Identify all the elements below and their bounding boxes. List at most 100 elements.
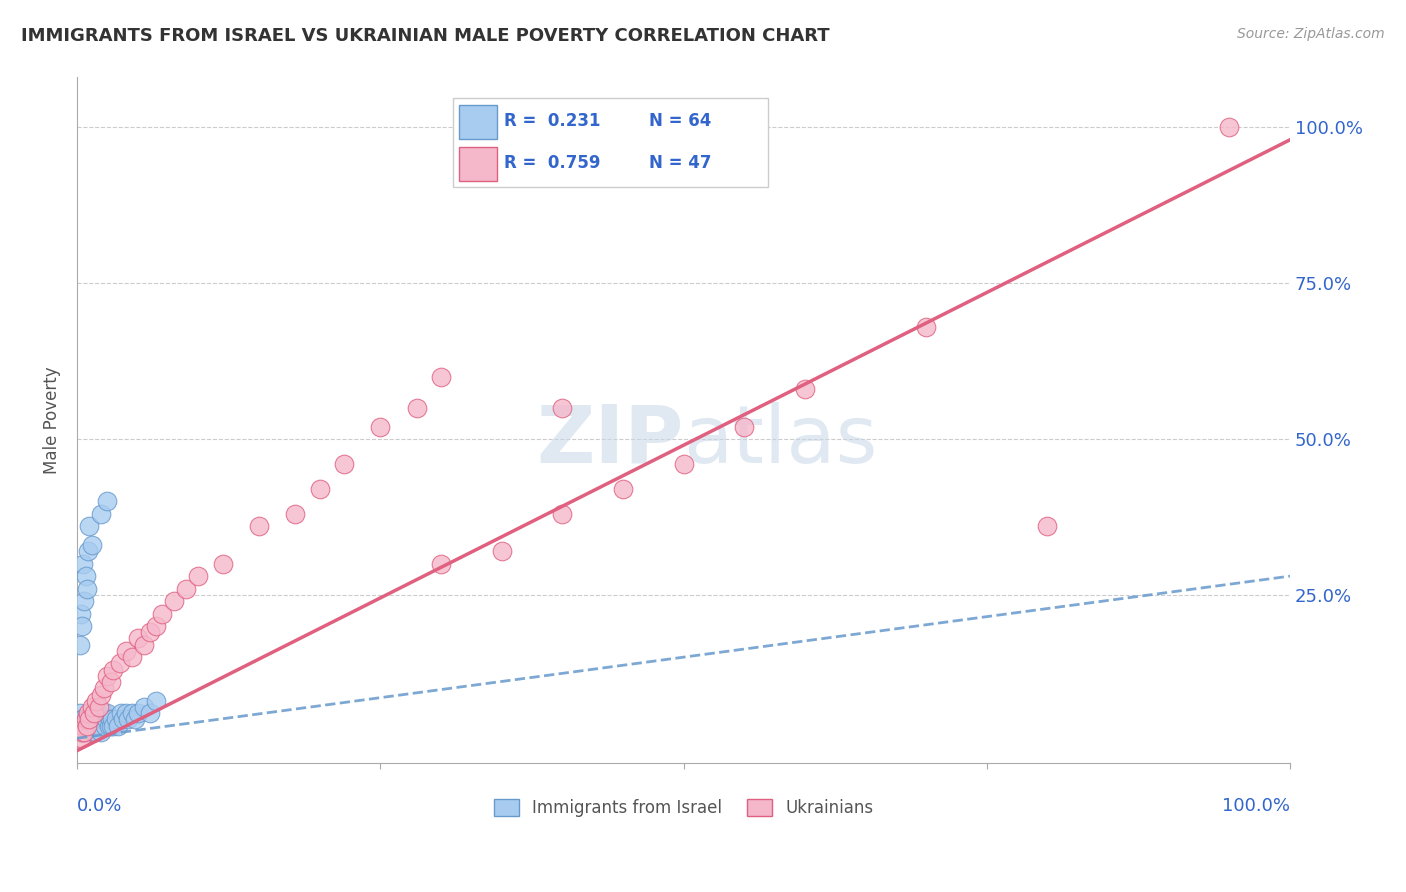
Point xyxy=(100,719,122,733)
Point xyxy=(96,706,118,721)
Point xyxy=(72,719,94,733)
Point xyxy=(114,706,136,721)
Point xyxy=(86,719,108,733)
Point xyxy=(101,713,124,727)
Point xyxy=(84,725,107,739)
Point xyxy=(370,419,392,434)
Point xyxy=(69,607,91,621)
Point xyxy=(87,719,110,733)
Point xyxy=(100,675,122,690)
Text: IMMIGRANTS FROM ISRAEL VS UKRAINIAN MALE POVERTY CORRELATION CHART: IMMIGRANTS FROM ISRAEL VS UKRAINIAN MALE… xyxy=(21,27,830,45)
Point xyxy=(121,650,143,665)
Point xyxy=(90,507,112,521)
Point xyxy=(94,719,117,733)
Y-axis label: Male Poverty: Male Poverty xyxy=(44,367,60,474)
Point xyxy=(430,557,453,571)
Point xyxy=(150,607,173,621)
Point xyxy=(76,725,98,739)
Point xyxy=(139,706,162,721)
Point xyxy=(77,544,100,558)
Point xyxy=(77,519,100,533)
Point xyxy=(90,688,112,702)
Point xyxy=(67,719,90,733)
Point xyxy=(174,582,197,596)
Text: atlas: atlas xyxy=(683,402,877,480)
Point xyxy=(132,700,155,714)
Point xyxy=(76,719,98,733)
Point xyxy=(96,494,118,508)
Point xyxy=(84,719,107,733)
Point xyxy=(69,638,91,652)
Point xyxy=(69,713,91,727)
Point xyxy=(405,401,427,415)
Point xyxy=(83,706,105,721)
Point xyxy=(93,681,115,696)
Point xyxy=(247,519,270,533)
Point xyxy=(93,706,115,721)
Point xyxy=(86,713,108,727)
Point xyxy=(117,713,139,727)
Point xyxy=(70,725,93,739)
Point xyxy=(83,713,105,727)
Point xyxy=(187,569,209,583)
Point xyxy=(89,713,111,727)
Point xyxy=(793,382,815,396)
Point xyxy=(284,507,307,521)
Point xyxy=(104,713,127,727)
Point xyxy=(145,694,167,708)
Legend: Immigrants from Israel, Ukrainians: Immigrants from Israel, Ukrainians xyxy=(486,792,880,823)
Point xyxy=(96,713,118,727)
Point xyxy=(915,319,938,334)
Point xyxy=(73,594,96,608)
Point xyxy=(91,713,114,727)
Point xyxy=(491,544,513,558)
Point xyxy=(551,507,574,521)
Point xyxy=(70,619,93,633)
Point xyxy=(121,706,143,721)
Point xyxy=(75,569,97,583)
Point xyxy=(90,725,112,739)
Point xyxy=(127,706,149,721)
Point xyxy=(108,657,131,671)
Point xyxy=(112,713,135,727)
Point xyxy=(82,719,104,733)
Point xyxy=(69,731,91,746)
Text: 0.0%: 0.0% xyxy=(77,797,122,815)
Point xyxy=(124,713,146,727)
Point xyxy=(103,663,125,677)
Point xyxy=(75,713,97,727)
Point xyxy=(551,401,574,415)
Point xyxy=(79,719,101,733)
Point xyxy=(76,719,98,733)
Point xyxy=(73,725,96,739)
Point xyxy=(77,713,100,727)
Point xyxy=(70,725,93,739)
Point xyxy=(69,706,91,721)
Text: Source: ZipAtlas.com: Source: ZipAtlas.com xyxy=(1237,27,1385,41)
Point xyxy=(73,725,96,739)
Point xyxy=(77,713,100,727)
Point xyxy=(69,725,91,739)
Point xyxy=(139,625,162,640)
Point xyxy=(73,725,96,739)
Point xyxy=(69,719,91,733)
Point xyxy=(77,719,100,733)
Point xyxy=(107,719,129,733)
Point xyxy=(1036,519,1059,533)
Point xyxy=(132,638,155,652)
Point xyxy=(75,713,97,727)
Point xyxy=(98,713,121,727)
Point xyxy=(96,669,118,683)
Point xyxy=(333,457,356,471)
Point xyxy=(76,582,98,596)
Point xyxy=(77,706,100,721)
Point xyxy=(97,719,120,733)
Point xyxy=(80,700,103,714)
Point xyxy=(72,557,94,571)
Point xyxy=(72,719,94,733)
Point xyxy=(72,713,94,727)
Point xyxy=(80,538,103,552)
Point xyxy=(77,719,100,733)
Point xyxy=(1218,120,1240,135)
Point xyxy=(80,713,103,727)
